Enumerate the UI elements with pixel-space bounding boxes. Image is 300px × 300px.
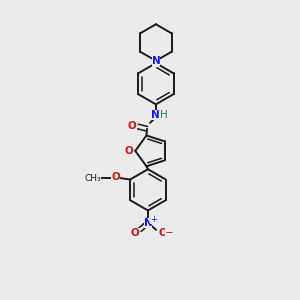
Text: O: O (111, 172, 120, 182)
Text: O: O (128, 122, 137, 131)
Text: −: − (165, 228, 174, 238)
Text: O: O (158, 228, 167, 238)
Text: N: N (144, 218, 152, 228)
Text: N: N (151, 110, 159, 120)
Text: H: H (160, 110, 168, 120)
Text: O: O (131, 228, 140, 238)
Text: CH₃: CH₃ (84, 174, 101, 183)
Text: N: N (152, 56, 160, 66)
Text: +: + (150, 215, 157, 224)
Text: O: O (124, 146, 133, 156)
